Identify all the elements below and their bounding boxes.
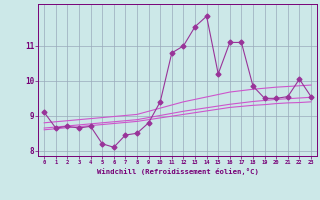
X-axis label: Windchill (Refroidissement éolien,°C): Windchill (Refroidissement éolien,°C)	[97, 168, 259, 175]
